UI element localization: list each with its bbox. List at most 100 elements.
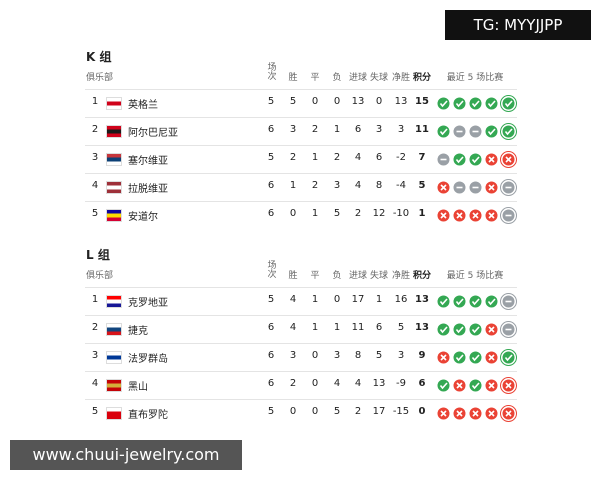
form-icon [453,97,465,109]
stat: 3 [289,124,297,135]
form-icon [485,295,497,307]
row-separator [85,117,517,118]
form-icon [469,407,481,419]
stat: 5 [333,208,341,219]
stat: 9 [418,350,426,361]
stat: 0 [418,406,426,417]
form-icon [499,348,517,366]
form-icon [469,323,481,335]
stat: 2 [311,124,319,135]
team-name: 阿尔巴尼亚 [128,128,178,139]
form-icon [469,125,481,137]
stat: 5 [267,152,275,163]
form-icon [469,181,481,193]
rank: 5 [91,406,99,417]
form-icon [499,150,517,168]
column-header: 净胜 [391,73,411,83]
form-icon [485,209,497,221]
stat: 0 [311,350,319,361]
stat: 6 [267,180,275,191]
group-title: L 组 [86,248,110,262]
stat: -10 [392,208,410,219]
column-header: 负 [332,271,342,281]
form-icon [469,209,481,221]
stat: 4 [354,180,362,191]
stat: 2 [354,406,362,417]
stat: 3 [289,350,297,361]
row-separator [85,399,517,400]
column-header: 积分 [412,73,432,83]
form-icon [453,323,465,335]
stat: 4 [289,294,297,305]
stat: 1 [333,322,341,333]
stat: 0 [375,96,383,107]
flag [106,351,122,364]
form-icon [485,125,497,137]
stat: 7 [418,152,426,163]
stat: 3 [397,124,405,135]
column-header: 净胜 [391,271,411,281]
stat: 5 [397,322,405,333]
form-icon [499,122,517,140]
stat: 1 [311,294,319,305]
form-icon [469,295,481,307]
stat: 15 [415,96,429,107]
column-header: 俱乐部 [86,271,114,281]
form-icon [499,94,517,112]
stat: 13 [394,96,408,107]
column-header: 胜 [288,73,298,83]
form-icon [485,351,497,363]
stat: 13 [415,322,429,333]
stat: 12 [372,208,386,219]
stat: 5 [267,294,275,305]
form-icon [485,181,497,193]
form-icon [469,153,481,165]
column-header: 场次 [265,62,276,80]
row-separator [85,173,517,174]
stat: 5 [333,406,341,417]
stat: 1 [375,294,383,305]
stat: 16 [394,294,408,305]
form-icon [437,351,449,363]
stat: 6 [375,152,383,163]
stat: 4 [289,322,297,333]
column-header: 积分 [412,271,432,281]
site-watermark: www.chuui-jewelry.com [10,440,242,470]
flag [106,295,122,308]
form-icon [437,209,449,221]
stat: 17 [351,294,365,305]
flag [106,153,122,166]
rank: 3 [91,350,99,361]
form-icon [437,295,449,307]
form-icon [499,404,517,422]
flag [106,379,122,392]
team-name: 安道尔 [128,212,158,223]
flag [106,407,122,420]
stat: 1 [311,208,319,219]
form-icon [453,295,465,307]
column-header: 进球 [348,73,368,83]
stat: 1 [418,208,426,219]
team-name: 拉脱维亚 [128,184,168,195]
rank: 2 [91,322,99,333]
stat: 3 [375,124,383,135]
form-icon [437,97,449,109]
column-header: 平 [310,271,320,281]
rank: 2 [91,124,99,135]
stat: 4 [333,378,341,389]
team-name: 捷克 [128,326,148,337]
stat: 1 [311,322,319,333]
flag [106,125,122,138]
team-name: 英格兰 [128,100,158,111]
stat: 13 [372,378,386,389]
rank: 4 [91,378,99,389]
form-icon [437,181,449,193]
form-icon [499,206,517,224]
row-separator [85,371,517,372]
column-header: 失球 [369,73,389,83]
stat: 6 [267,124,275,135]
form-icon [499,178,517,196]
row-separator [85,145,517,146]
column-header: 俱乐部 [86,73,114,83]
stat: 13 [415,294,429,305]
